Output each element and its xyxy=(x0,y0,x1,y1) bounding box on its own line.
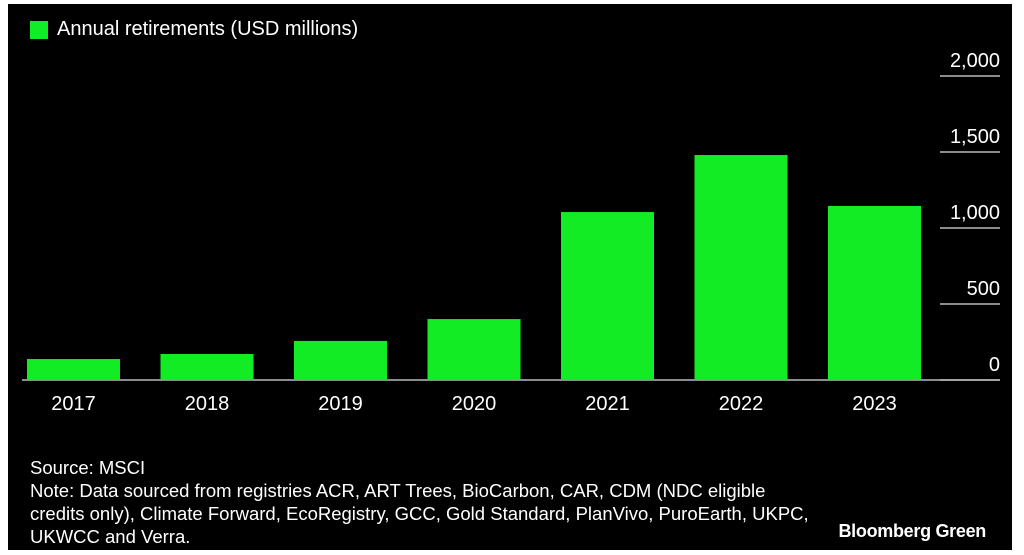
legend-swatch xyxy=(30,20,48,39)
bar xyxy=(294,340,387,380)
bar xyxy=(561,212,654,380)
legend: Annual retirements (USD millions) xyxy=(30,18,358,41)
bar xyxy=(427,319,521,380)
y-tick-label: 1,500 xyxy=(950,126,1000,148)
brand-logo: Bloomberg Green xyxy=(838,521,986,541)
x-tick-label: 2021 xyxy=(585,393,630,415)
bar xyxy=(160,354,254,380)
chart-frame: Annual retirements (USD millions) 0 500 1,… xyxy=(8,4,1012,550)
y-tick-label: 1,000 xyxy=(950,202,1000,224)
bar-chart: 0 500 1,000 1,500 2,000 2017 2018 2019 2020 2021 2… xyxy=(22,50,1000,415)
footer: Source: MSCI Note: Data sourced from reg… xyxy=(30,456,820,548)
x-tick-label: 2020 xyxy=(452,393,497,415)
y-tick-label: 500 xyxy=(967,278,1000,300)
x-tick-label: 2017 xyxy=(51,393,96,415)
y-tick-label: 0 xyxy=(989,354,1000,376)
source-text: Source: MSCI xyxy=(30,457,146,478)
legend-label: Annual retirements (USD millions) xyxy=(57,18,359,40)
x-tick-label: 2023 xyxy=(852,393,897,415)
x-tick-label: 2019 xyxy=(318,393,363,415)
x-tick-label: 2018 xyxy=(185,393,230,415)
y-tick-label: 2,000 xyxy=(950,50,1000,72)
x-tick-label: 2022 xyxy=(719,393,764,415)
note-text: Note: Data sourced from registries ACR, … xyxy=(30,480,809,547)
bar xyxy=(694,155,788,380)
bar xyxy=(828,205,921,380)
bar xyxy=(27,359,120,380)
